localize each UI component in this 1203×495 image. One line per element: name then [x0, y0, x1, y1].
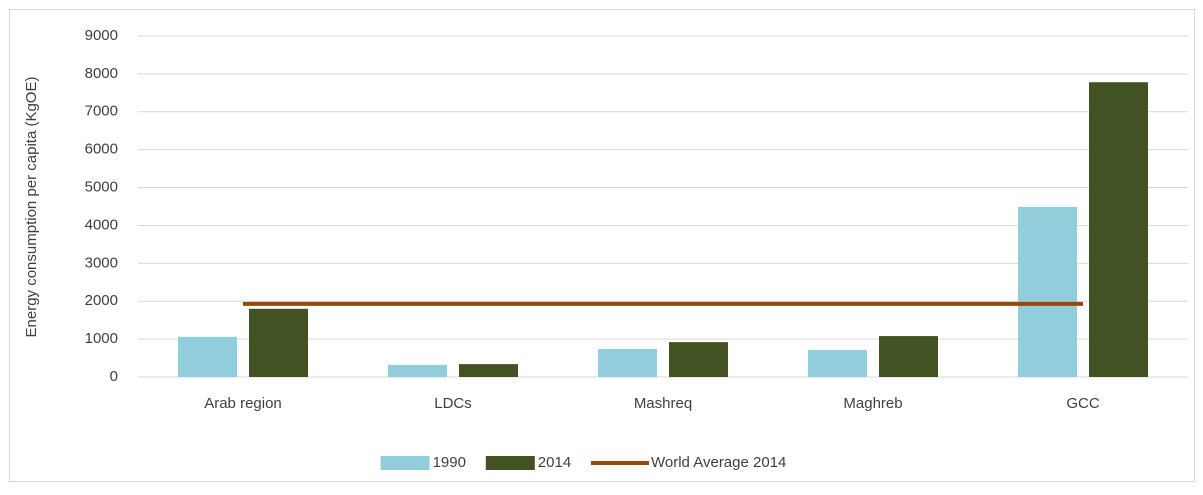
legend-label: World Average 2014: [651, 454, 786, 471]
y-tick-label: 2000: [85, 292, 118, 309]
bar: [669, 342, 728, 377]
bar: [388, 364, 447, 377]
bar: [1018, 206, 1077, 377]
y-axis-label: Energy consumption per capita (KgOE): [23, 77, 40, 338]
bar: [598, 348, 657, 377]
legend-swatch: [380, 456, 430, 470]
legend-label: 2014: [538, 454, 571, 471]
bar: [879, 336, 938, 377]
legend-swatch: [485, 456, 535, 470]
x-tick-label: GCC: [1066, 395, 1100, 412]
bar: [808, 350, 867, 377]
y-tick-label: 6000: [85, 141, 118, 158]
bar: [178, 336, 237, 377]
x-tick-label: Mashreq: [634, 395, 692, 412]
chart-border: [9, 9, 1195, 482]
y-tick-label: 1000: [85, 330, 118, 347]
y-tick-label: 9000: [85, 27, 118, 44]
y-tick-label: 4000: [85, 216, 118, 233]
bar: [1089, 82, 1148, 378]
y-tick-label: 7000: [85, 103, 118, 120]
bar: [249, 308, 308, 377]
y-tick-label: 3000: [85, 254, 118, 271]
bar: [459, 364, 518, 377]
x-tick-label: Maghreb: [843, 395, 902, 412]
x-tick-label: LDCs: [434, 395, 472, 412]
legend-label: 1990: [433, 454, 466, 471]
y-tick-label: 8000: [85, 65, 118, 82]
y-tick-label: 0: [110, 368, 118, 385]
y-tick-label: 5000: [85, 179, 118, 196]
x-tick-label: Arab region: [204, 395, 282, 412]
